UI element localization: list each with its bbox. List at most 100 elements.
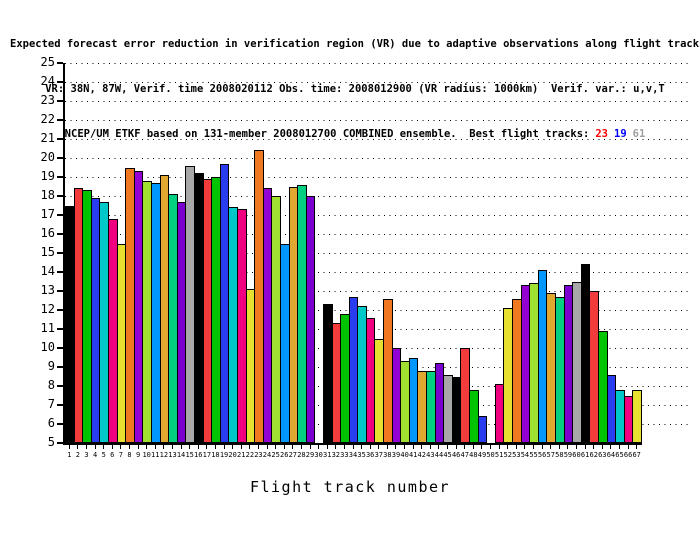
x-tick-label-36: 36 — [365, 451, 375, 459]
y-tick-22 — [57, 119, 63, 121]
chart-header: Expected forecast error reduction in ver… — [10, 7, 700, 172]
y-tick-24 — [57, 81, 63, 83]
bar-49 — [477, 416, 488, 443]
y-tick-label-5: 5 — [47, 435, 55, 449]
x-tick-label-34: 34 — [348, 451, 358, 459]
x-tick-label-50: 50 — [486, 451, 495, 459]
x-tick-label-3: 3 — [84, 451, 89, 459]
y-tick-13 — [57, 290, 63, 292]
x-tick-label-19: 19 — [219, 451, 229, 459]
x-tick-40 — [404, 445, 406, 449]
x-tick-label-7: 7 — [118, 451, 123, 459]
x-axis-title: Flight track number — [249, 478, 451, 496]
bar-29 — [305, 196, 316, 443]
x-tick-38 — [386, 445, 388, 449]
x-tick-label-29: 29 — [305, 451, 315, 459]
x-tick-label-57: 57 — [546, 451, 555, 459]
x-tick-12 — [163, 445, 165, 449]
best-track-3: 61 — [632, 128, 646, 140]
x-tick-label-43: 43 — [426, 451, 435, 459]
x-tick-55 — [533, 445, 535, 449]
y-tick-label-23: 23 — [40, 93, 55, 107]
x-tick-label-35: 35 — [357, 451, 366, 459]
x-tick-label-6: 6 — [110, 451, 115, 459]
x-tick-48 — [472, 445, 474, 449]
x-tick-43 — [429, 445, 431, 449]
x-tick-14 — [180, 445, 182, 449]
x-tick-label-9: 9 — [135, 451, 141, 459]
x-tick-41 — [412, 445, 414, 449]
x-tick-label-59: 59 — [563, 451, 573, 459]
x-tick-label-18: 18 — [211, 451, 220, 459]
x-tick-17 — [206, 445, 208, 449]
y-tick-25 — [57, 62, 63, 64]
x-tick-9 — [137, 445, 139, 449]
x-tick-18 — [214, 445, 216, 449]
y-tick-15 — [57, 252, 63, 254]
gridline-19 — [65, 176, 689, 178]
x-tick-39 — [395, 445, 397, 449]
x-tick-label-67: 67 — [632, 451, 641, 459]
x-tick-label-42: 42 — [417, 451, 426, 459]
x-tick-label-56: 56 — [537, 451, 547, 459]
x-tick-label-54: 54 — [520, 451, 530, 459]
y-tick-20 — [57, 157, 63, 159]
y-tick-21 — [57, 138, 63, 140]
x-tick-23 — [257, 445, 259, 449]
x-tick-44 — [438, 445, 440, 449]
gridline-22 — [65, 119, 689, 121]
x-tick-label-28: 28 — [297, 451, 306, 459]
gridline-12 — [65, 309, 689, 311]
y-axis — [63, 63, 65, 445]
y-tick-label-8: 8 — [47, 378, 55, 392]
x-tick-35 — [361, 445, 363, 449]
x-tick-57 — [550, 445, 552, 449]
x-tick-label-33: 33 — [340, 451, 349, 459]
x-tick-56 — [541, 445, 543, 449]
y-tick-label-9: 9 — [47, 359, 55, 373]
x-tick-67 — [636, 445, 638, 449]
y-tick-label-13: 13 — [40, 283, 55, 297]
y-tick-label-21: 21 — [40, 131, 55, 145]
x-tick-11 — [154, 445, 156, 449]
y-tick-8 — [57, 385, 63, 387]
x-tick-label-65: 65 — [615, 451, 624, 459]
x-tick-52 — [507, 445, 509, 449]
y-tick-14 — [57, 271, 63, 273]
y-tick-label-17: 17 — [40, 207, 55, 221]
x-tick-label-63: 63 — [598, 451, 607, 459]
y-tick-label-24: 24 — [40, 74, 55, 88]
y-tick-label-14: 14 — [40, 264, 55, 278]
x-tick-50 — [490, 445, 492, 449]
y-tick-11 — [57, 328, 63, 330]
x-tick-label-55: 55 — [529, 451, 538, 459]
x-tick-label-45: 45 — [443, 451, 452, 459]
x-tick-1 — [68, 445, 70, 449]
x-tick-47 — [464, 445, 466, 449]
x-tick-26 — [283, 445, 285, 449]
x-tick-13 — [171, 445, 173, 449]
x-tick-3 — [85, 445, 87, 449]
x-tick-label-1: 1 — [67, 451, 72, 459]
x-tick-label-17: 17 — [202, 451, 212, 459]
x-tick-label-37: 37 — [374, 451, 383, 459]
ensemble-info-text: NCEP/UM ETKF based on 131-member 2008012… — [64, 128, 590, 140]
x-tick-42 — [421, 445, 423, 449]
y-tick-label-22: 22 — [40, 112, 55, 126]
x-tick-8 — [128, 445, 130, 449]
y-tick-label-25: 25 — [40, 55, 55, 69]
x-tick-label-2: 2 — [75, 451, 80, 459]
x-tick-label-12: 12 — [159, 451, 169, 459]
gridline-17 — [65, 214, 689, 216]
x-tick-label-39: 39 — [391, 451, 401, 459]
x-tick-label-40: 40 — [400, 451, 409, 459]
chart-subtitle-1: VR: 38N, 87W, Verif. time 2008020112 Obs… — [45, 83, 665, 95]
x-tick-label-32: 32 — [331, 451, 341, 459]
x-tick-15 — [189, 445, 191, 449]
x-tick-label-14: 14 — [176, 451, 186, 459]
x-tick-label-60: 60 — [572, 451, 581, 459]
x-tick-label-21: 21 — [237, 451, 246, 459]
gridline-18 — [65, 195, 689, 197]
gridline-16 — [65, 233, 689, 235]
x-tick-label-25: 25 — [271, 451, 280, 459]
